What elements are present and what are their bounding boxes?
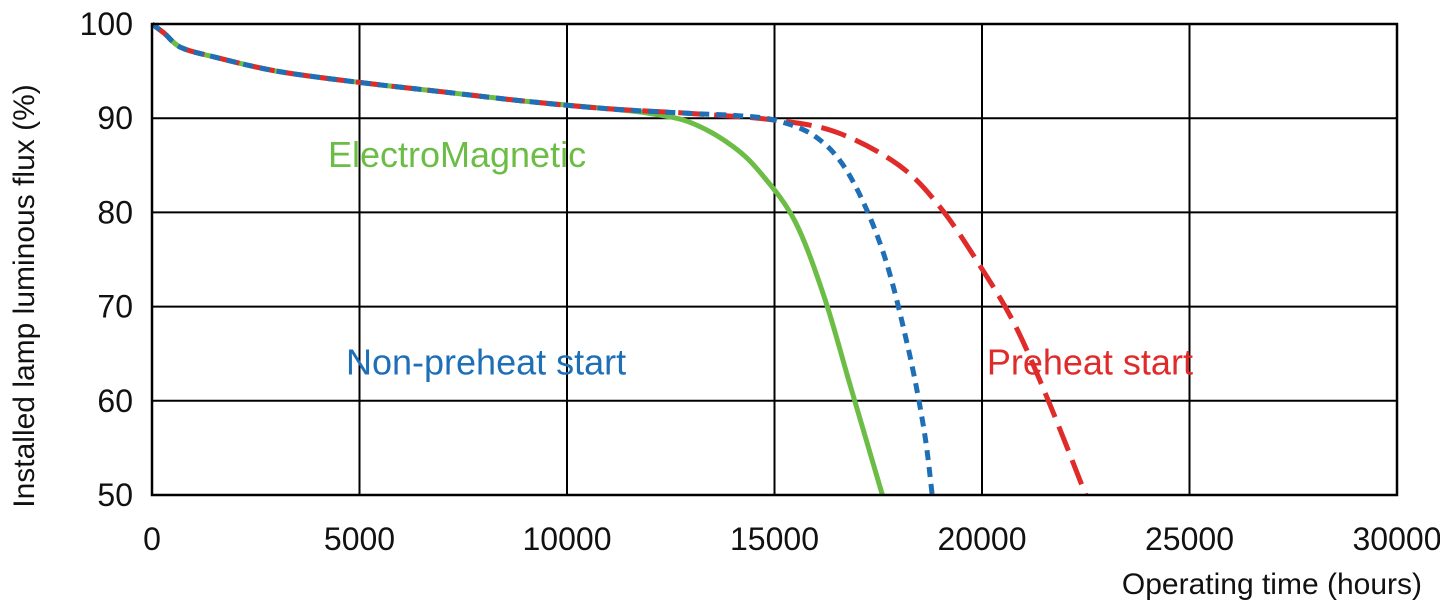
x-tick-label: 0: [143, 521, 161, 557]
annotation-preheat-start: Preheat start: [987, 341, 1193, 382]
x-tick-label: 20000: [938, 521, 1027, 557]
y-tick-labels: 50 60 70 80 90 100: [80, 6, 133, 513]
x-tick-labels: 0 5000 10000 15000 20000 25000 30000: [143, 521, 1440, 557]
y-tick-label: 80: [97, 194, 133, 230]
annotation-non-preheat-start: Non-preheat start: [346, 341, 626, 382]
x-tick-label: 10000: [523, 521, 612, 557]
y-tick-label: 50: [97, 477, 133, 513]
y-tick-label: 70: [97, 289, 133, 325]
x-tick-label: 5000: [324, 521, 395, 557]
y-tick-label: 60: [97, 383, 133, 419]
grid: [151, 23, 1398, 496]
series-line-electromagnetic: [150, 21, 885, 496]
annotation-electromagnetic: ElectroMagnetic: [328, 134, 586, 175]
series-annotations: ElectroMagnetic Non-preheat start Preheat …: [328, 134, 1193, 382]
series-line-preheat-start: [150, 21, 1089, 496]
x-tick-label: 30000: [1353, 521, 1440, 557]
y-tick-label: 90: [97, 100, 133, 136]
y-axis-label: Installed lamp luminous flux (%): [8, 84, 41, 508]
x-tick-label: 15000: [730, 521, 819, 557]
x-tick-label: 25000: [1145, 521, 1234, 557]
y-tick-label: 100: [80, 6, 133, 42]
series-lines: [150, 21, 1089, 496]
x-axis-label: Operating time (hours): [1122, 568, 1422, 601]
plot-frame: [150, 22, 1399, 497]
series-line-non-preheat-start: [150, 21, 935, 496]
